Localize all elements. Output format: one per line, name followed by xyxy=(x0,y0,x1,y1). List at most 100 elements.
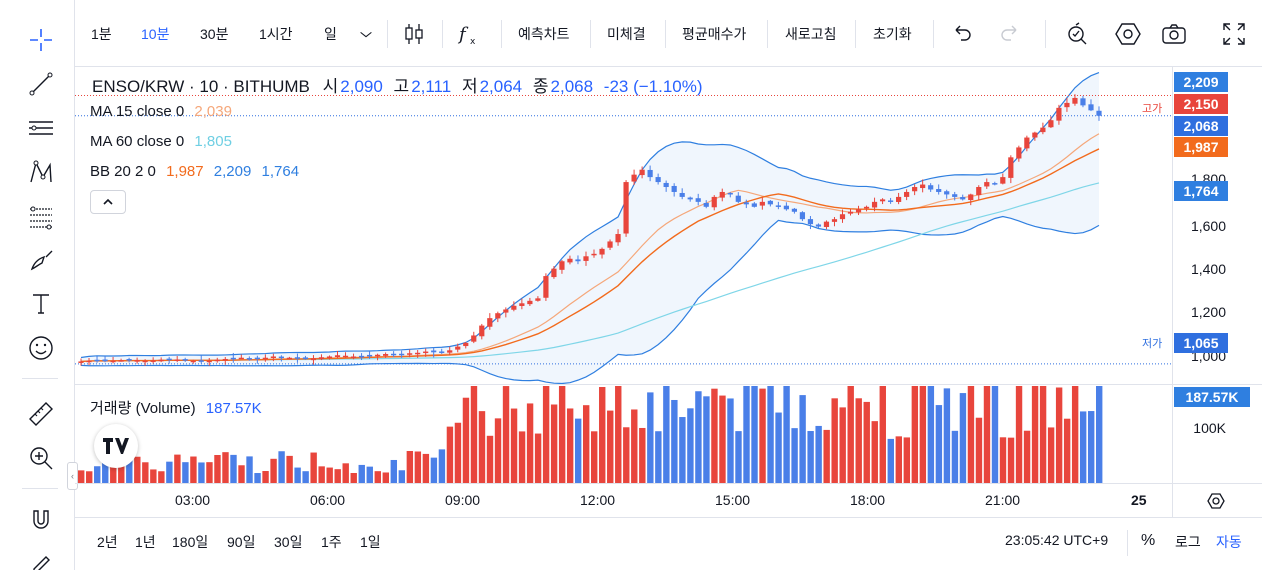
fib-levels-icon[interactable] xyxy=(21,198,61,234)
text-icon[interactable] xyxy=(21,286,61,322)
candle-body xyxy=(366,354,373,357)
chevron-down-icon[interactable] xyxy=(359,18,373,50)
reset-button[interactable]: 초기화 xyxy=(873,26,912,42)
candle-body xyxy=(655,177,661,183)
trendline-icon[interactable] xyxy=(21,66,61,102)
volume-bar xyxy=(462,397,470,483)
tradingview-logo[interactable] xyxy=(94,424,138,468)
range-bar: 2년 1년 180일 90일 30일 1주 1일 23:05:42 UTC+9 … xyxy=(75,517,1262,570)
interval-day[interactable]: 일 xyxy=(324,26,337,42)
candle-body xyxy=(150,360,156,362)
candle-body xyxy=(182,359,188,361)
collapse-legend-button[interactable] xyxy=(90,190,126,214)
interval-1m[interactable]: 1분 xyxy=(91,26,112,42)
candle-body xyxy=(519,303,525,306)
volume-bar xyxy=(1096,386,1103,483)
volume-bar xyxy=(238,465,245,483)
price-label: 1,400 xyxy=(1190,261,1226,277)
volume-bar xyxy=(366,466,373,483)
range-90d[interactable]: 90일 xyxy=(227,534,256,550)
candle-body xyxy=(238,357,244,360)
ruler-icon[interactable] xyxy=(21,396,61,432)
candle-body xyxy=(358,355,365,358)
interval-1h[interactable]: 1시간 xyxy=(259,26,293,42)
candle-body xyxy=(719,191,725,198)
brush-icon[interactable] xyxy=(21,242,61,278)
range-1y[interactable]: 1년 xyxy=(135,534,156,550)
pencil-icon[interactable] xyxy=(21,544,61,570)
time-label: 21:00 xyxy=(985,492,1021,508)
axis-settings-icon[interactable] xyxy=(1207,492,1225,510)
undo-icon[interactable] xyxy=(949,18,975,50)
settings-icon[interactable] xyxy=(1115,18,1141,50)
candle-body xyxy=(679,192,685,197)
volume-bar xyxy=(390,459,398,483)
time-label: 15:00 xyxy=(715,492,751,508)
volume-legend[interactable]: 거래량 (Volume) 187.57K xyxy=(90,397,262,418)
auto-toggle[interactable]: 자동 xyxy=(1216,534,1242,550)
magnet-icon[interactable] xyxy=(21,502,61,538)
ma60-legend[interactable]: MA 60 close 0 1,805 xyxy=(90,133,232,150)
volume-axis[interactable]: 100K xyxy=(1172,385,1262,483)
avg-buy-price-button[interactable]: 평균매수가 xyxy=(682,26,747,42)
volume-bar xyxy=(398,470,406,483)
fullscreen-icon[interactable] xyxy=(1221,18,1247,50)
volume-bar xyxy=(206,462,213,483)
volume-bar xyxy=(134,456,141,483)
zoom-in-icon[interactable] xyxy=(21,440,61,476)
range-2y[interactable]: 2년 xyxy=(97,534,118,550)
range-180d[interactable]: 180일 xyxy=(172,534,209,550)
volume-bar xyxy=(679,417,686,483)
volume-bar xyxy=(735,431,742,483)
volume-axis-label: 100K xyxy=(1193,420,1226,436)
candle-body xyxy=(863,206,870,209)
candle-body xyxy=(711,196,717,208)
toolbar-collapse-button[interactable]: ‹ xyxy=(67,462,78,490)
prediction-chart-button[interactable]: 예측차트 xyxy=(518,26,570,42)
time-axis[interactable]: 03:00 06:00 09:00 12:00 15:00 18:00 21:0… xyxy=(75,483,1262,517)
candle-body xyxy=(952,194,958,197)
bb-legend[interactable]: BB 20 2 0 1,987 2,209 1,764 xyxy=(90,163,299,180)
percent-toggle[interactable]: % xyxy=(1141,532,1156,549)
volume-bar xyxy=(302,471,309,483)
price-chart[interactable] xyxy=(75,67,1172,483)
pattern-icon[interactable] xyxy=(21,154,61,190)
candle-body xyxy=(415,352,421,355)
candle-body xyxy=(126,359,132,361)
candle-style-icon[interactable] xyxy=(401,18,427,50)
interval-30m[interactable]: 30분 xyxy=(200,26,229,42)
candle-body xyxy=(647,169,653,178)
volume-bar xyxy=(591,431,598,483)
ma15-legend[interactable]: MA 15 close 0 2,039 xyxy=(90,103,232,120)
volume-bar xyxy=(751,386,758,483)
crosshair-icon[interactable] xyxy=(21,22,61,58)
volume-bar xyxy=(871,421,878,483)
candle-body xyxy=(110,360,116,363)
candle-body xyxy=(94,359,100,362)
log-toggle[interactable]: 로그 xyxy=(1175,534,1201,550)
redo-icon[interactable] xyxy=(997,18,1023,50)
range-30d[interactable]: 30일 xyxy=(274,534,303,550)
camera-icon[interactable] xyxy=(1161,18,1187,50)
volume-value: 187.57K xyxy=(205,400,262,417)
alert-icon[interactable] xyxy=(1065,18,1091,50)
time-label: 09:00 xyxy=(445,492,481,508)
candle-body xyxy=(1016,147,1022,159)
candle-body xyxy=(799,212,806,220)
volume-bar xyxy=(807,431,814,483)
candle-body xyxy=(270,356,276,358)
emoji-icon[interactable] xyxy=(21,330,61,366)
bb-up-value: 2,209 xyxy=(213,163,252,180)
volume-bar xyxy=(318,466,325,483)
volume-bar xyxy=(334,469,341,483)
interval-10m[interactable]: 10분 xyxy=(141,26,170,42)
open-orders-button[interactable]: 미체결 xyxy=(607,26,646,42)
parallel-lines-icon[interactable] xyxy=(21,110,61,146)
candle-body xyxy=(1048,120,1054,128)
candle-body xyxy=(447,350,453,353)
candle-body xyxy=(1080,98,1086,106)
range-1d[interactable]: 1일 xyxy=(360,534,381,550)
refresh-button[interactable]: 새로고침 xyxy=(785,26,837,42)
range-1w[interactable]: 1주 xyxy=(321,534,342,550)
